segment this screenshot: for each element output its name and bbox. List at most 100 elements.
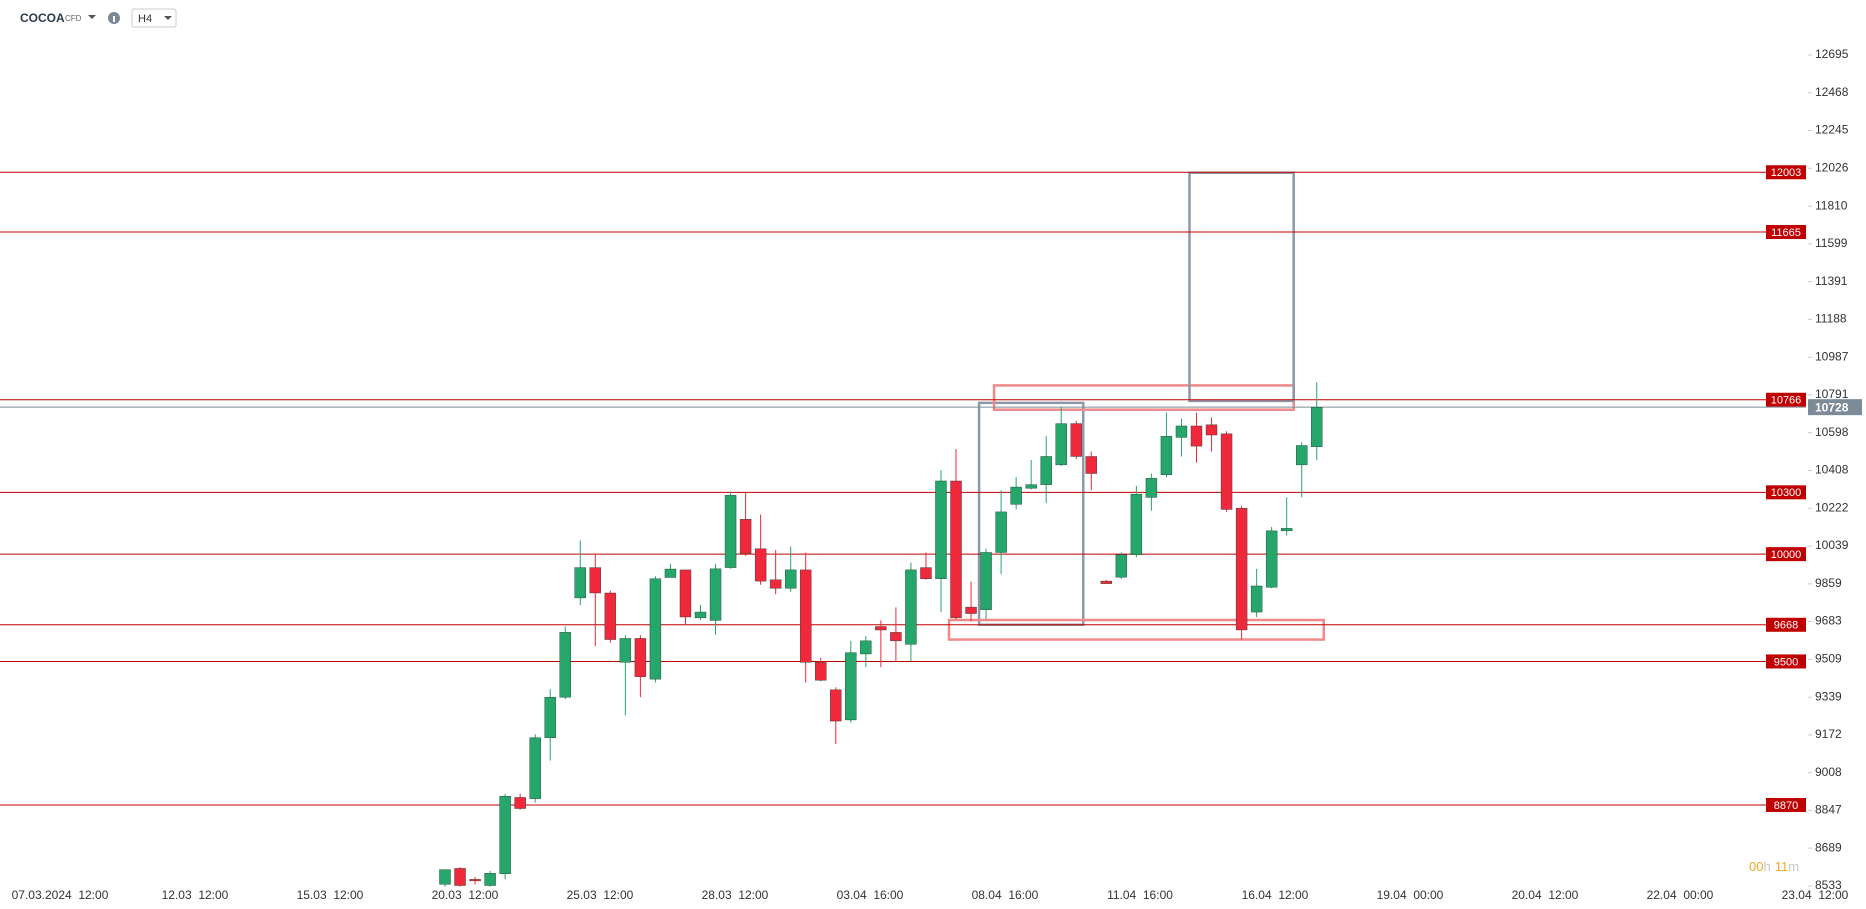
candle-body (529, 737, 541, 799)
y-tick-label: 9008 (1815, 765, 1842, 779)
zone (1188, 171, 1295, 403)
candle-body (1220, 433, 1233, 510)
candle-body (544, 696, 556, 738)
candle-body (920, 567, 932, 579)
y-tick-label: 9339 (1815, 689, 1842, 703)
zone (992, 384, 1295, 411)
candle-body (965, 606, 977, 614)
candle-body (694, 611, 707, 619)
y-tick-label: 8689 (1815, 840, 1842, 854)
candle-body (1025, 484, 1037, 489)
countdown-h: h (1763, 859, 1770, 874)
level-label: 12003 (1771, 167, 1802, 179)
y-tick-label: 12245 (1815, 123, 1849, 137)
level-label: 10300 (1771, 487, 1802, 499)
candle-body (860, 640, 872, 655)
level-label: 9668 (1774, 620, 1798, 632)
level-label: 10000 (1771, 549, 1802, 561)
level-box (1766, 224, 1806, 239)
candle-body (559, 632, 571, 698)
candle-body (439, 869, 451, 885)
candle-body (800, 569, 812, 663)
current-box (1808, 399, 1862, 416)
symbol-dropdown[interactable] (88, 15, 96, 19)
level-box (1766, 547, 1806, 562)
candle-body (1311, 406, 1323, 447)
candle-body (1100, 580, 1113, 584)
candle-body (1010, 486, 1022, 505)
symbol-kind: CFD (65, 14, 82, 23)
x-tick-label: 11.04 16:00 (1107, 888, 1173, 902)
x-tick-label: 25.03 12:00 (567, 888, 634, 902)
level-box (1766, 392, 1806, 407)
candle-body (1085, 456, 1097, 474)
y-tick-label: 10039 (1815, 538, 1849, 552)
x-tick-label: 19.04 00:00 (1377, 888, 1444, 902)
x-tick-label: 16.04 12:00 (1242, 888, 1309, 902)
y-tick-label: 11810 (1815, 198, 1848, 212)
symbol[interactable]: COCOA (20, 11, 65, 25)
x-tick-label: 28.03 12:00 (702, 888, 769, 902)
candle-body (484, 873, 496, 886)
candle-body (845, 652, 857, 721)
candle-body (1175, 425, 1188, 438)
countdown-m: m (1788, 859, 1799, 874)
candle-body (739, 519, 752, 554)
y-tick-label: 10222 (1815, 500, 1849, 514)
candle-body (1235, 508, 1248, 631)
candle-body (754, 548, 767, 582)
level-label: 11665 (1771, 227, 1801, 239)
interval-select[interactable] (131, 8, 177, 28)
candle-body (890, 632, 902, 642)
y-tick-label: 8533 (1815, 878, 1842, 892)
info-glyph (113, 16, 115, 22)
candle-body (1250, 585, 1263, 613)
candle-body (1040, 456, 1052, 485)
y-tick-label: 10408 (1815, 463, 1849, 477)
candle-body (830, 689, 842, 722)
candle-body (995, 511, 1007, 553)
y-tick-label: 10598 (1815, 425, 1849, 439)
y-tick-label: 11599 (1815, 236, 1848, 250)
x-tick-label: 15.03 12:00 (297, 888, 364, 902)
candle-body (724, 495, 737, 568)
candle-body (454, 868, 466, 886)
y-tick-label: 11391 (1815, 274, 1848, 288)
x-tick-label: 03.04 16:00 (837, 888, 904, 902)
y-tick-label: 9172 (1815, 727, 1842, 741)
candle-body (769, 579, 782, 589)
candle-body (469, 879, 481, 882)
candle-body (1296, 445, 1308, 466)
x-tick-label: 08.04 16:00 (972, 888, 1039, 902)
candle-body (1145, 478, 1158, 498)
candle-body (574, 567, 586, 599)
candle-body (1205, 424, 1218, 436)
y-tick-label: 9859 (1815, 576, 1842, 590)
level-box (1766, 617, 1806, 632)
x-tick-label: 07.03.2024 12:00 (12, 888, 109, 902)
candle-body (1055, 423, 1067, 466)
x-tick-label: 12.03 12:00 (162, 888, 229, 902)
candle-body (1160, 436, 1173, 475)
current-label: 10728 (1815, 400, 1849, 414)
y-tick-label: 10987 (1815, 349, 1849, 363)
candle-body (980, 552, 992, 610)
candle-body (935, 480, 947, 579)
y-tick-label: 12026 (1815, 160, 1849, 174)
candle-body (950, 480, 962, 619)
candle-body (679, 569, 692, 618)
x-tick-label: 20.04 12:00 (1512, 888, 1579, 902)
level-box (1766, 165, 1806, 180)
countdown-hours: 00 (1749, 859, 1763, 874)
y-tick-label: 10791 (1815, 387, 1849, 401)
interval: H4 (138, 13, 152, 25)
candle-body (514, 797, 526, 809)
x-tick-label: 22.04 00:00 (1647, 888, 1714, 902)
level-box (1766, 797, 1806, 812)
candle-body (589, 567, 601, 594)
y-tick-label: 9683 (1815, 614, 1842, 628)
level-box (1766, 654, 1806, 669)
y-tick-label: 12695 (1815, 47, 1849, 61)
y-tick-label: 12468 (1815, 85, 1849, 99)
